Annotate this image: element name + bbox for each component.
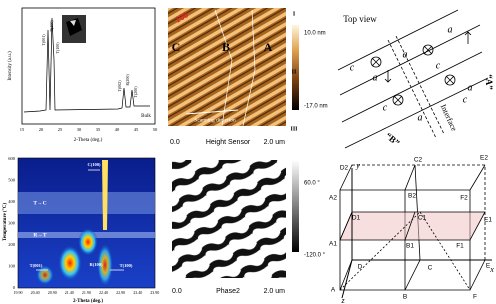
- region-label: I: [293, 11, 296, 17]
- scale-end: 2.0 um: [264, 288, 286, 295]
- vertex-label: C1: [418, 215, 427, 222]
- panel-title: Top view: [343, 14, 377, 24]
- axis-label: z: [340, 296, 345, 304]
- vertex-label: A2: [329, 195, 337, 202]
- y-tick-label: 200: [8, 242, 16, 247]
- axis-label: a: [468, 82, 473, 93]
- domain-label: B: [222, 40, 230, 54]
- phase-colorbar: [292, 160, 299, 252]
- x-tick-label: 25: [58, 127, 63, 132]
- vertex-label: D: [358, 264, 363, 271]
- peak-label: T(100): [120, 263, 133, 268]
- scale-end: 2.0 um: [264, 139, 286, 146]
- xrd-curve: [24, 18, 150, 112]
- transition-label: R→T: [33, 232, 46, 238]
- x-tick-label: 45: [134, 127, 139, 132]
- vertex-label: F2: [460, 195, 468, 202]
- vertex-label: D2: [340, 165, 349, 172]
- domain-label: “B”: [384, 131, 402, 149]
- region-label: III: [290, 126, 298, 132]
- domain-label: A: [264, 40, 273, 54]
- vertex-label: E1: [484, 217, 492, 224]
- scale-start: 0.0: [170, 139, 180, 146]
- y-tick-label: 400: [8, 199, 16, 204]
- cube-diagram: [340, 165, 492, 298]
- phase-image: [172, 160, 286, 278]
- x-tick-label: 35: [96, 127, 101, 132]
- x-tick-label: 23.90: [150, 290, 159, 295]
- vertex-label: B2: [408, 193, 416, 200]
- xrd-frame: [22, 8, 155, 124]
- colorbar-max: 10.0 nm: [304, 31, 326, 37]
- axis-label: a: [403, 49, 408, 60]
- x-tick-label: 30: [77, 127, 82, 132]
- scan-label: Scanning direction: [194, 117, 236, 123]
- x-tick-label: 19.90: [14, 290, 23, 295]
- vertex-label: B: [403, 294, 407, 301]
- axis-label: c: [436, 60, 441, 71]
- x-tick-label: 20: [39, 127, 44, 132]
- y-tick-label: 500: [8, 178, 16, 183]
- vertex-label: D1: [352, 215, 361, 222]
- scale-label: 5 mm: [69, 43, 80, 48]
- x-tick-label: 22.40: [99, 290, 108, 295]
- peak-label: R(100): [90, 262, 103, 267]
- x-tick-label: 20.90: [48, 290, 57, 295]
- x-tick-label: 15: [20, 127, 25, 132]
- vertex-label: C: [428, 265, 433, 272]
- y-axis-label: Intensity (a.u.): [8, 51, 13, 81]
- transition-label: T→C: [33, 200, 46, 206]
- axis-label: x: [489, 265, 494, 274]
- peak-label: T(100): [55, 42, 60, 54]
- axis-label: y: [355, 161, 360, 170]
- peak-label: C(100): [88, 162, 101, 167]
- vertex-label: F1: [456, 243, 464, 250]
- sample-label: Bulk: [141, 114, 151, 119]
- figure: Intensity (a.u.) 2-Theta (deg.) 15 20 25 30 35…: [0, 0, 496, 304]
- vertex-label: B1: [406, 243, 414, 250]
- x-tick-label: 23.40: [133, 290, 142, 295]
- axis-label: c: [383, 102, 388, 113]
- vertex-label: A: [331, 287, 336, 294]
- y-tick-label: 600: [8, 156, 16, 161]
- y-tick-label: 100: [8, 264, 16, 269]
- x-tick-label: 40: [115, 127, 120, 132]
- top-view-diagram: [338, 10, 488, 148]
- axis-label: c: [350, 62, 355, 73]
- peak-label: R(100): [49, 20, 54, 32]
- height-image: [168, 8, 286, 126]
- vertex-label: F: [473, 294, 477, 301]
- x-tick-label: 22.90: [116, 290, 125, 295]
- axis-label: c: [463, 94, 468, 105]
- colorbar-min: -120.0 °: [304, 253, 326, 259]
- vertex-label: E2: [480, 155, 488, 162]
- scale-start: 0.0: [172, 288, 182, 295]
- x-tick-label: 21.40: [65, 290, 74, 295]
- x-tick-label: 20.40: [31, 290, 40, 295]
- interface-label: Interface: [439, 103, 459, 133]
- domain-label: C: [172, 40, 181, 54]
- peak-label: T(001): [41, 34, 46, 46]
- y-tick-label: 300: [8, 221, 16, 226]
- colorbar-max: 60.0 °: [304, 181, 320, 187]
- channel-label: Phase2: [216, 288, 240, 295]
- colorbar-min: -17.0 nm: [304, 104, 328, 110]
- peak-label: R(200): [125, 74, 130, 86]
- x-axis-label: 2-Theta (deg.): [73, 299, 103, 304]
- peak-label: T(200): [133, 86, 138, 98]
- domain-label: “A”: [484, 74, 494, 90]
- region-label: II: [292, 69, 297, 75]
- axis-label: a: [448, 24, 453, 35]
- x-tick-label: 50: [153, 127, 158, 132]
- peak-label: T(001): [30, 263, 43, 268]
- vertex-label: C2: [414, 157, 423, 164]
- axis-label: a: [418, 112, 423, 123]
- axis-label: a: [373, 72, 378, 83]
- x-axis-label: 2-Theta (deg.): [74, 138, 103, 143]
- vertex-label: A1: [329, 241, 337, 248]
- height-colorbar: [292, 25, 299, 110]
- x-tick-label: 21.90: [82, 290, 91, 295]
- channel-label: Height Sensor: [206, 139, 251, 146]
- peak-label: T(002): [117, 80, 122, 92]
